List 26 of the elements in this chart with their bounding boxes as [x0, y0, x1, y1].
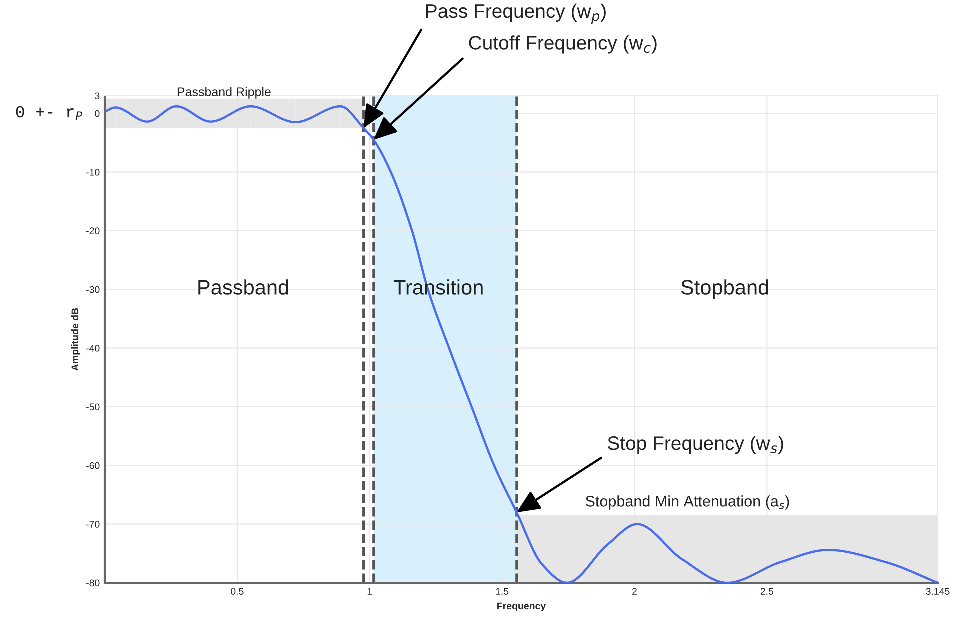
y-tick-label: -80 — [86, 580, 100, 587]
annotation: Cutoff Frequency (w$_{c}$) — [469, 36, 657, 54]
annotation: Passband — [198, 280, 288, 295]
annotation: Stopband — [681, 280, 768, 300]
x-tick-label: 0.5 — [231, 588, 244, 595]
y-tick-label: -30 — [86, 286, 100, 294]
y-tick-label: 3 — [95, 92, 100, 100]
x-tick-label: 1.5 — [496, 588, 509, 595]
annotation: Stopband Min Attenuation (a$_{s}$) — [586, 496, 790, 510]
annotation: Pass Frequency (w$_{p}$) — [426, 4, 606, 24]
annotation: Stop Frequency (w$_{s}$) — [608, 436, 784, 454]
x-tick-label: 2 — [632, 588, 637, 595]
x-tick-label: 2.5 — [760, 588, 774, 595]
x-tick-label: 3.145 — [926, 588, 950, 595]
y-tick-label: -10 — [86, 169, 100, 176]
y-tick-label: -40 — [86, 345, 100, 352]
y-axis-title: Amplitude dB — [71, 308, 81, 371]
y-tick-label: -60 — [86, 462, 100, 470]
x-tick-label: 1 — [368, 588, 372, 595]
annotation: Passband Ripple — [178, 87, 271, 99]
text: 0 +- r$_{P}$ — [16, 106, 83, 120]
y-tick-label: 0 — [95, 110, 100, 118]
y-tick-label: -70 — [86, 521, 100, 528]
y-tick-label: -50 — [86, 404, 100, 411]
y-tick-label: -20 — [86, 228, 100, 235]
x-axis-title: Frequency — [498, 602, 546, 612]
